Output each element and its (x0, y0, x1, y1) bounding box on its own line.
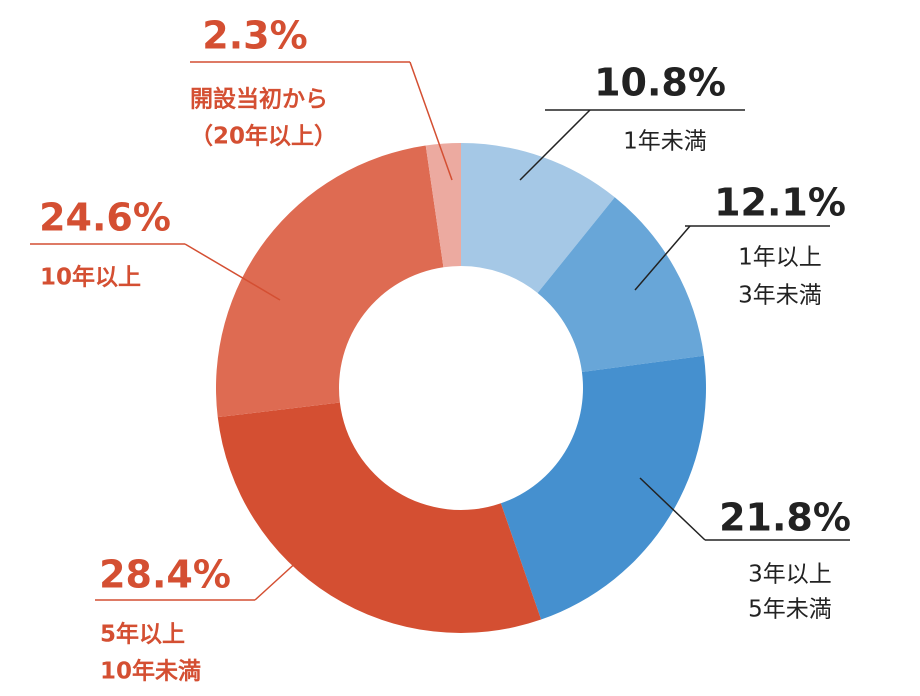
value-label: 10.8% (594, 61, 726, 105)
category-label: 3年以上 (748, 562, 832, 588)
category-label: 10年以上 (40, 264, 141, 291)
category-label: 5年以上 (100, 621, 185, 648)
category-label: 3年未満 (738, 283, 822, 309)
leader-line (184, 243, 281, 301)
donut-slice (216, 145, 444, 418)
leader-line (409, 61, 453, 181)
value-label: 12.1% (714, 181, 846, 225)
category-label: （20年以上） (190, 123, 337, 150)
donut-slice (500, 355, 706, 620)
category-label: 1年以上 (738, 245, 822, 271)
donut-slice (461, 143, 615, 294)
value-label: 28.4% (99, 553, 231, 597)
value-label: 2.3% (202, 14, 307, 58)
leader-line (639, 477, 706, 541)
category-label: 開設当初から (190, 86, 328, 113)
value-label: 21.8% (719, 496, 851, 540)
category-label: 1年未満 (623, 129, 707, 155)
donut-slice (217, 402, 542, 633)
leader-line (254, 517, 346, 601)
category-label: 10年未満 (100, 658, 201, 685)
donut-slice (537, 197, 704, 372)
category-label: 5年未満 (748, 597, 832, 623)
value-label: 24.6% (39, 196, 171, 240)
leader-line (519, 109, 591, 181)
leader-line (634, 225, 691, 291)
donut-slice (425, 143, 461, 268)
